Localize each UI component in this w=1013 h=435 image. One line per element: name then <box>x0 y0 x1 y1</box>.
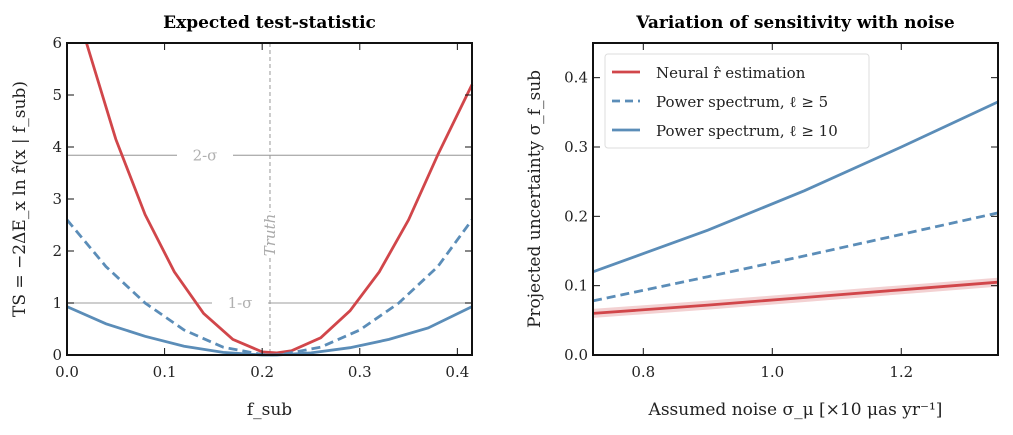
y-axis-label: Projected uncertainty σ_f_sub <box>525 70 545 328</box>
y-tick-label: 0.4 <box>564 69 588 87</box>
y-tick-label: 6 <box>52 34 62 52</box>
x-tick-label: 0.3 <box>348 363 372 381</box>
chart-title: Variation of sensitivity with noise <box>635 13 955 33</box>
x-tick-label: 0.8 <box>631 363 655 381</box>
x-tick-label: 0.4 <box>445 363 469 381</box>
chart-panel-0: Expected test-statistic 2-σ 1-σ Truth 0.0 0.1… <box>10 13 474 420</box>
y-tick-label: 0.1 <box>564 277 588 295</box>
y-tick-label: 5 <box>52 86 62 104</box>
reference-line-label: 2-σ <box>193 146 218 164</box>
y-tick-label: 1 <box>52 294 62 312</box>
x-tick-label: 1.0 <box>760 363 784 381</box>
y-tick-label: 2 <box>52 242 62 260</box>
y-tick-label: 0.3 <box>564 138 588 156</box>
legend-label: Power spectrum, ℓ ≥ 10 <box>656 122 838 140</box>
chart-panel-1: Variation of sensitivity with noise 0.8 1.… <box>525 13 999 420</box>
legend-label: Power spectrum, ℓ ≥ 5 <box>656 93 828 111</box>
legend-box <box>604 53 870 149</box>
y-tick-label: 0.2 <box>564 207 588 225</box>
y-tick-label: 4 <box>52 138 62 156</box>
legend: Neural r̂ estimation Power spectrum, ℓ ≥ … <box>604 53 870 149</box>
reference-line-label: 1-σ <box>228 294 253 312</box>
series-line-0 <box>592 280 999 315</box>
plot-frame <box>592 42 999 356</box>
y-tick-label: 0.0 <box>564 346 588 364</box>
legend-label: Neural r̂ estimation <box>656 64 806 82</box>
series-line-1 <box>592 211 999 303</box>
x-axis-label: Assumed noise σ_μ [×10 μas yr⁻¹] <box>648 400 943 420</box>
x-tick-label: 0.1 <box>153 363 177 381</box>
x-tick-label: 0.2 <box>250 363 274 381</box>
series-line-2 <box>592 100 999 274</box>
series-line-0 <box>85 42 474 355</box>
x-axis-label: f_sub <box>247 400 292 420</box>
y-axis-label: TS = −2ΔE_x ln r̂(x | f_sub) <box>10 81 30 317</box>
truth-label: Truth <box>261 214 279 257</box>
y-tick-label: 0 <box>52 346 62 364</box>
y-tick-label: 3 <box>52 190 62 208</box>
chart-title: Expected test-statistic <box>163 13 376 33</box>
x-tick-label: 0.0 <box>55 363 79 381</box>
x-tick-label: 1.2 <box>889 363 913 381</box>
